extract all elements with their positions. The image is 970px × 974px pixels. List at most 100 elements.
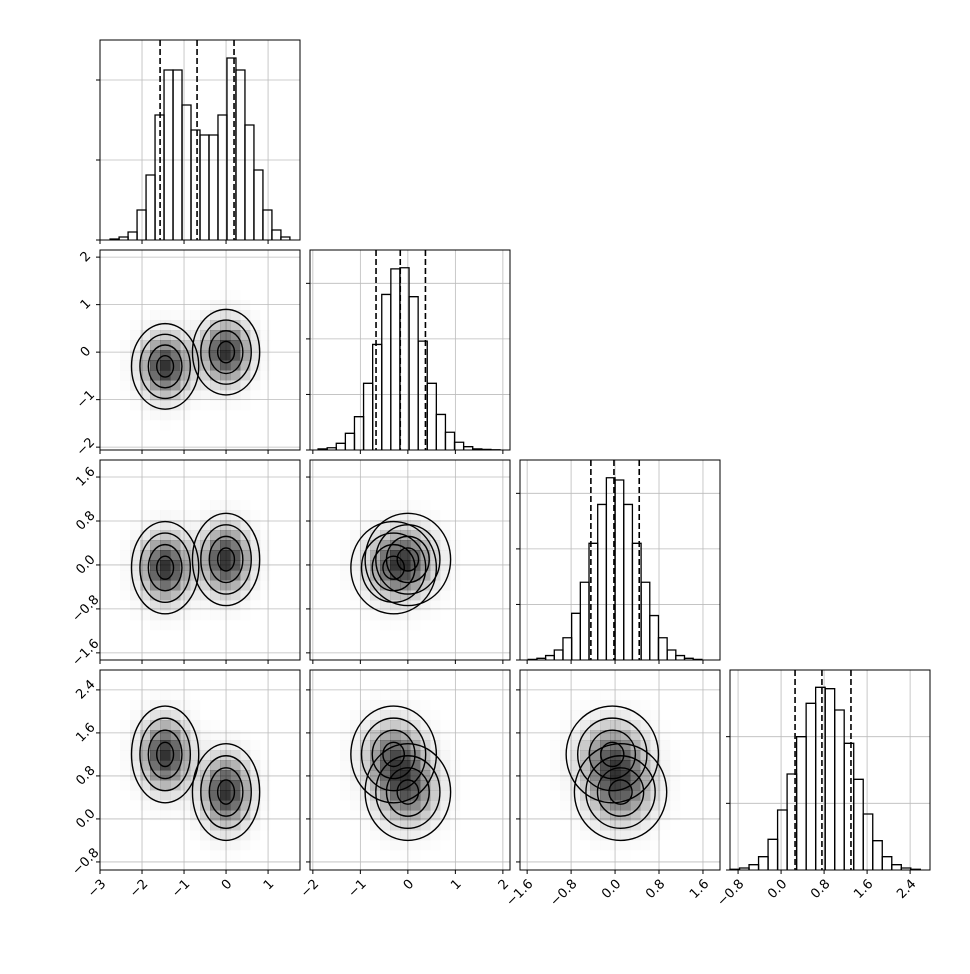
density-cell: [340, 720, 350, 730]
density-cell: [260, 320, 270, 330]
density-cell: [390, 840, 400, 850]
density-cell: [440, 750, 450, 760]
histogram-bin: [768, 839, 778, 870]
density-cell: [260, 560, 270, 570]
x-tick-label: −3: [85, 877, 109, 901]
density-cell: [610, 700, 620, 710]
x-tick-label: 1.6: [687, 877, 712, 902]
x-tick-label: 0.0: [599, 877, 624, 902]
y-tick-label: 2.4: [73, 677, 98, 702]
x-tick-label: 2.4: [894, 877, 919, 902]
y-tick-label: 0.0: [73, 806, 98, 831]
density-cell: [570, 710, 580, 720]
density-cell: [360, 820, 370, 830]
density-cell: [120, 370, 130, 380]
density-cell: [380, 720, 390, 730]
density-cell: [130, 710, 140, 720]
density-cell: [260, 340, 270, 350]
density-cell: [560, 800, 570, 810]
density-cell: [150, 750, 160, 760]
density-cell: [140, 690, 150, 700]
density-cell: [260, 800, 270, 810]
density-cell: [150, 360, 160, 370]
histogram-bin: [873, 841, 883, 870]
density-cell: [550, 750, 560, 760]
density-cell: [140, 410, 150, 420]
density-cell: [220, 740, 230, 750]
x-tick-label: −1: [345, 877, 369, 901]
density-cell: [220, 610, 230, 620]
density-cell: [180, 810, 190, 820]
density-cell: [250, 840, 260, 850]
density-cell: [230, 730, 240, 740]
density-cell: [600, 810, 610, 820]
density-cell: [350, 810, 360, 820]
density-cell: [570, 750, 580, 760]
histogram-bin: [882, 857, 892, 870]
density-cell: [220, 350, 230, 360]
density-cell: [160, 620, 170, 630]
density-cell: [190, 510, 200, 520]
density-cell: [670, 740, 680, 750]
density-cell: [160, 310, 170, 320]
density-cell: [350, 800, 360, 810]
density-cell: [210, 300, 220, 310]
density-cell: [600, 690, 610, 700]
density-cell: [170, 410, 180, 420]
density-cell: [140, 810, 150, 820]
density-cell: [120, 530, 130, 540]
density-cell: [170, 750, 180, 760]
density-cell: [340, 750, 350, 760]
density-cell: [230, 610, 240, 620]
density-cell: [240, 840, 250, 850]
density-cell: [240, 300, 250, 310]
density-cell: [200, 720, 210, 730]
density-cell: [430, 600, 440, 610]
x-tick-label: 0.0: [765, 877, 790, 902]
density-cell: [440, 720, 450, 730]
density-cell: [410, 620, 420, 630]
density-cell: [600, 840, 610, 850]
density-cell: [640, 700, 650, 710]
density-cell: [670, 790, 680, 800]
density-cell: [240, 730, 250, 740]
density-cell: [190, 310, 200, 320]
x-tick-label: 0: [219, 877, 235, 893]
density-cell: [200, 500, 210, 510]
density-cell: [560, 750, 570, 760]
density-cell: [340, 550, 350, 560]
density-cell: [190, 610, 200, 620]
density-cell: [440, 600, 450, 610]
density-cell: [660, 830, 670, 840]
density-cell: [250, 600, 260, 610]
density-cell: [560, 810, 570, 820]
density-cell: [260, 550, 270, 560]
density-cell: [430, 840, 440, 850]
density-cell: [180, 690, 190, 700]
density-cell: [620, 830, 630, 840]
density-cell: [440, 790, 450, 800]
histogram-bin: [164, 70, 173, 240]
density-cell: [120, 390, 130, 400]
histogram-bin: [641, 582, 650, 660]
density-cell: [260, 520, 270, 530]
density-cell: [140, 620, 150, 630]
density-cell: [190, 800, 200, 810]
density-cell: [120, 580, 130, 590]
density-cell: [640, 840, 650, 850]
density-cell: [180, 610, 190, 620]
density-cell: [260, 580, 270, 590]
density-cell: [450, 750, 460, 760]
histogram-bin: [598, 504, 607, 660]
histogram-bin: [191, 130, 200, 240]
density-cell: [560, 780, 570, 790]
x-tick-label: 1: [261, 877, 277, 893]
density-cell: [170, 310, 180, 320]
density-cell: [600, 700, 610, 710]
density-cell: [160, 690, 170, 700]
density-cell: [450, 580, 460, 590]
density-cell: [440, 550, 450, 560]
histogram-bin: [658, 638, 667, 660]
density-cell: [560, 790, 570, 800]
density-cell: [580, 820, 590, 830]
